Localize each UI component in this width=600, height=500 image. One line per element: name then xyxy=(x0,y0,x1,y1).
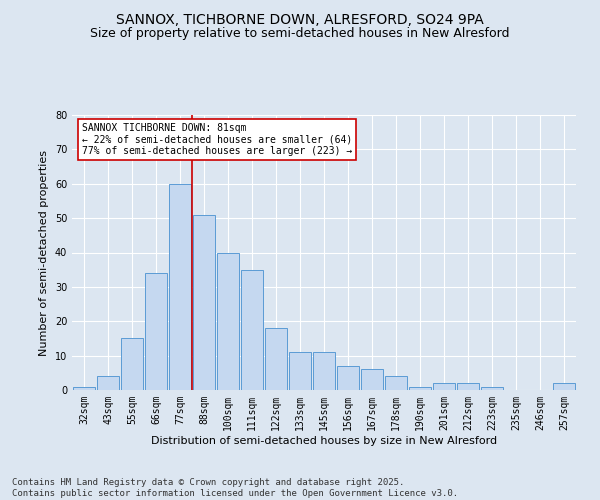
Bar xyxy=(361,370,383,390)
Bar xyxy=(97,376,119,390)
Bar xyxy=(241,270,263,390)
Bar xyxy=(169,184,191,390)
Text: Contains HM Land Registry data © Crown copyright and database right 2025.
Contai: Contains HM Land Registry data © Crown c… xyxy=(12,478,458,498)
Bar xyxy=(265,328,287,390)
Bar xyxy=(217,252,239,390)
Bar xyxy=(121,338,143,390)
X-axis label: Distribution of semi-detached houses by size in New Alresford: Distribution of semi-detached houses by … xyxy=(151,436,497,446)
Y-axis label: Number of semi-detached properties: Number of semi-detached properties xyxy=(39,150,49,356)
Bar xyxy=(409,386,431,390)
Bar xyxy=(457,383,479,390)
Bar xyxy=(433,383,455,390)
Bar xyxy=(289,352,311,390)
Bar xyxy=(193,214,215,390)
Text: SANNOX TICHBORNE DOWN: 81sqm
← 22% of semi-detached houses are smaller (64)
77% : SANNOX TICHBORNE DOWN: 81sqm ← 22% of se… xyxy=(82,123,352,156)
Bar xyxy=(73,386,95,390)
Text: SANNOX, TICHBORNE DOWN, ALRESFORD, SO24 9PA: SANNOX, TICHBORNE DOWN, ALRESFORD, SO24 … xyxy=(116,12,484,26)
Bar xyxy=(313,352,335,390)
Bar xyxy=(337,366,359,390)
Text: Size of property relative to semi-detached houses in New Alresford: Size of property relative to semi-detach… xyxy=(90,28,510,40)
Bar xyxy=(481,386,503,390)
Bar xyxy=(385,376,407,390)
Bar xyxy=(145,273,167,390)
Bar xyxy=(553,383,575,390)
